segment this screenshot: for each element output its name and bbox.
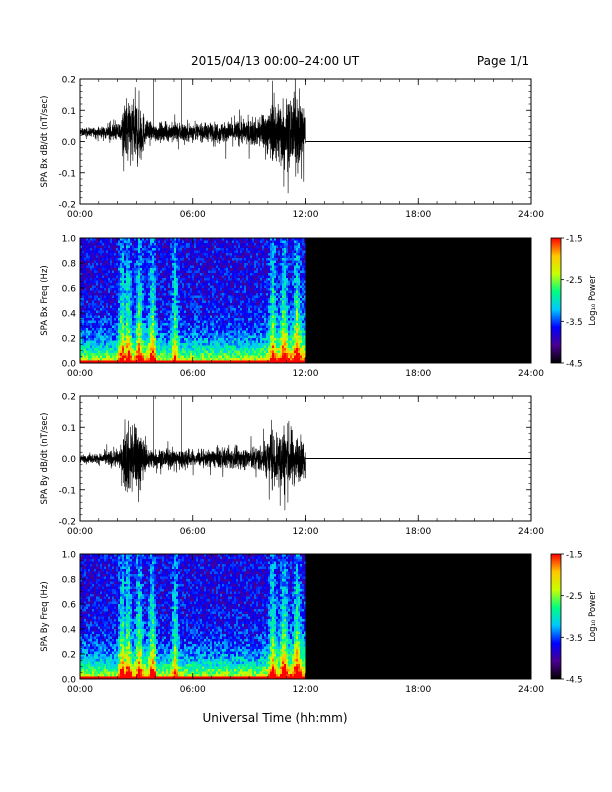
x-tick-label: 12:00 (293, 210, 319, 220)
x-tick-label: 18:00 (405, 369, 431, 379)
y-axis-label: SPA By Freq (Hz) (40, 581, 50, 651)
x-tick-label: 12:00 (293, 527, 319, 537)
panel-2: -1.5 -2.5 -3.5 -4.5 Log₁₀ Power 1.0 0.8 0.6 0.4 0… (40, 235, 598, 380)
x-axis-label: Universal Time (hh:mm) (202, 711, 347, 725)
panel-3: 0.2 0.1 0.0 -0.1 -0.200:00 06:00 12:00 18:00 24:… (40, 393, 544, 538)
colorbar-tick-label: -3.5 (566, 634, 583, 644)
y-tick-label: 0.6 (62, 601, 77, 611)
x-tick-label: 06:00 (180, 369, 206, 379)
x-tick-label: 12:00 (293, 685, 319, 695)
y-tick-label: 0.2 (62, 335, 76, 345)
y-axis-label: SPA Bx dB/dt (nT/sec) (40, 96, 50, 188)
x-tick-label: 06:00 (180, 685, 206, 695)
colorbar-label: Log₁₀ Power (588, 275, 598, 326)
figure-title: 2015/04/13 00:00–24:00 UT (191, 54, 360, 68)
y-tick-label: 0.8 (62, 576, 77, 586)
y-tick-label: -0.2 (58, 201, 76, 211)
colorbar: -1.5 -2.5 -3.5 -4.5 Log₁₀ Power (550, 235, 598, 370)
colorbar-tick-label: -1.5 (566, 235, 583, 245)
heatmap-cells (80, 554, 307, 680)
y-tick-label: -0.1 (58, 486, 76, 496)
x-tick-label: 24:00 (518, 210, 544, 220)
panels: 0.20.10.0-0.1-0.200:00 06:00 12:00 18:00 24:… (40, 76, 598, 696)
y-tick-label: 0.0 (62, 676, 77, 686)
colorbar-tick-label: -2.5 (566, 276, 583, 286)
no-data-region (305, 554, 531, 679)
y-axis-label: SPA By dB/dt (nT/sec) (40, 413, 50, 505)
x-tick-label: 00:00 (67, 369, 93, 379)
y-tick-label: -0.2 (58, 518, 76, 528)
x-tick-label: 06:00 (180, 527, 206, 537)
colorbar-gradient (550, 237, 562, 364)
y-tick-label: 0.2 (62, 393, 76, 403)
x-tick-label: 24:00 (518, 369, 544, 379)
y-tick-label: 1.0 (62, 235, 77, 245)
x-tick-label: 06:00 (180, 210, 206, 220)
y-tick-label: 0.1 (62, 424, 76, 434)
y-tick-label: 0.6 (62, 285, 77, 295)
no-data-region (305, 238, 531, 363)
colorbar: -1.5 -2.5 -3.5 -4.5 Log₁₀ Power (550, 551, 598, 686)
y-tick-label: 0.4 (62, 626, 77, 636)
x-tick-label: 00:00 (67, 685, 93, 695)
panel-4: -1.5 -2.5 -3.5 -4.5 Log₁₀ Power 1.0 0.8 0.6 0.4 0… (40, 551, 598, 696)
trace-line (80, 79, 306, 194)
y-axis-label: SPA Bx Freq (Hz) (40, 265, 50, 335)
x-tick-label: 00:00 (67, 527, 93, 537)
colorbar-gradient (550, 553, 562, 680)
y-tick-label: 0.0 (62, 360, 77, 370)
x-tick-label: 18:00 (405, 210, 431, 220)
x-tick-label: 12:00 (293, 369, 319, 379)
colorbar-tick-label: -1.5 (566, 551, 583, 561)
colorbar-tick-label: -3.5 (566, 318, 583, 328)
x-tick-label: 24:00 (518, 685, 544, 695)
y-tick-label: 0.0 (62, 455, 77, 465)
panel-1: 0.2 0.1 0.0 -0.1 -0.200:00 06:00 12:00 18:00 24:… (40, 76, 544, 221)
heatmap-cells (80, 238, 307, 364)
y-tick-label: 0.8 (62, 260, 77, 270)
page-number: Page 1/1 (477, 54, 529, 68)
y-tick-label: 0.2 (62, 651, 76, 661)
x-tick-label: 18:00 (405, 527, 431, 537)
y-tick-label: 0.4 (62, 310, 77, 320)
y-tick-label: 1.0 (62, 551, 77, 561)
colorbar-label: Log₁₀ Power (588, 591, 598, 642)
x-tick-label: 24:00 (518, 527, 544, 537)
colorbar-tick-label: -4.5 (566, 360, 583, 370)
y-tick-label: 0.1 (62, 107, 76, 117)
x-tick-label: 00:00 (67, 210, 93, 220)
trace-line (80, 419, 306, 511)
y-tick-label: -0.1 (58, 169, 76, 179)
colorbar-tick-label: -2.5 (566, 592, 583, 602)
x-tick-label: 18:00 (405, 685, 431, 695)
colorbar-tick-label: -4.5 (566, 676, 583, 686)
y-tick-label: 0.0 (62, 138, 77, 148)
y-tick-label: 0.2 (62, 76, 76, 86)
